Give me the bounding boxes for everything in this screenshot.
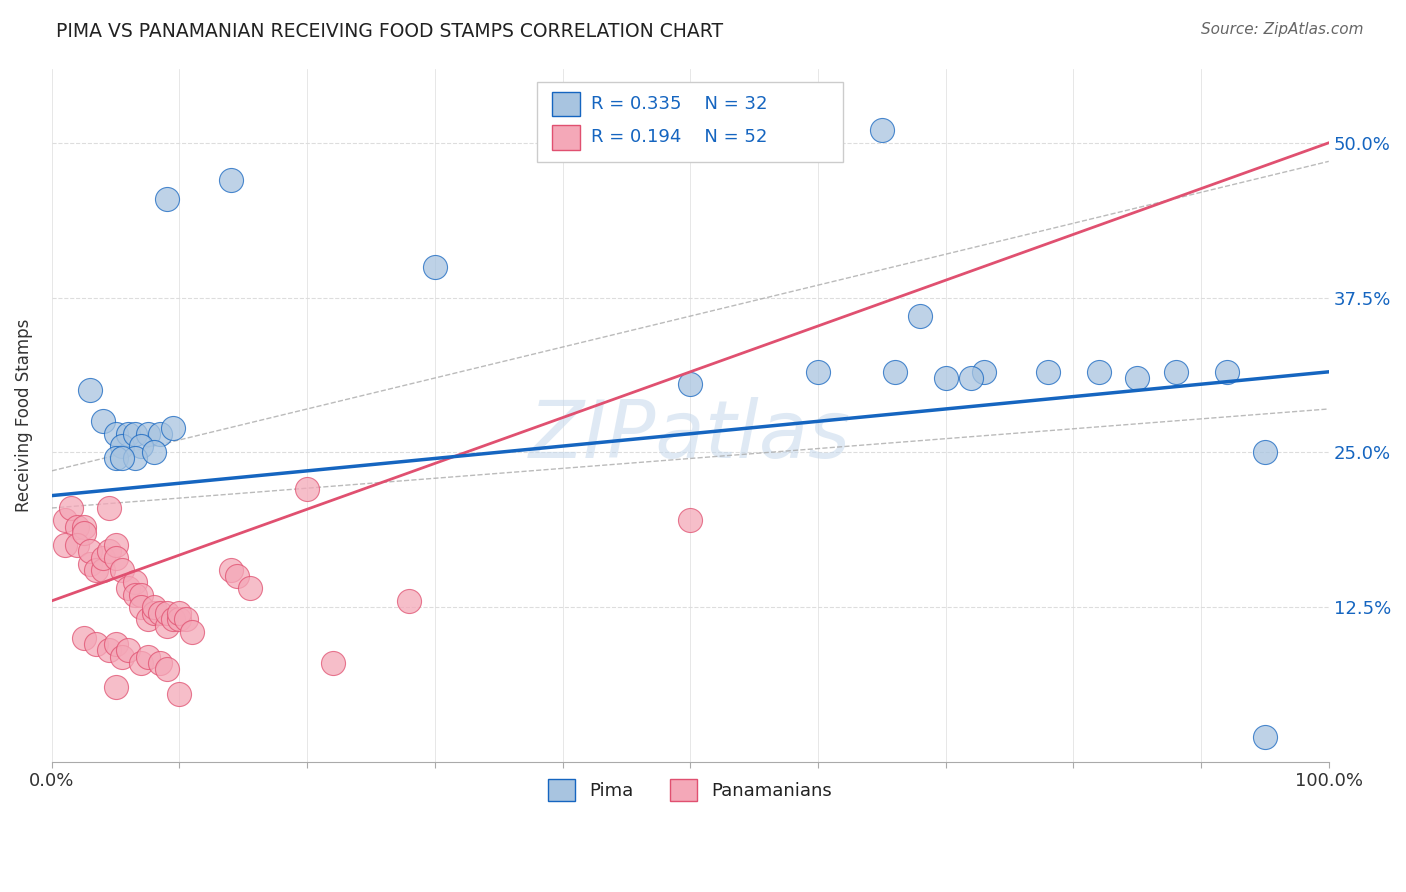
Point — [156, 192, 179, 206]
Point — [219, 173, 242, 187]
FancyBboxPatch shape — [537, 82, 844, 162]
Text: PIMA VS PANAMANIAN RECEIVING FOOD STAMPS CORRELATION CHART: PIMA VS PANAMANIAN RECEIVING FOOD STAMPS… — [56, 22, 723, 41]
Point — [136, 612, 159, 626]
Point — [322, 656, 344, 670]
Point — [169, 606, 191, 620]
Point — [423, 260, 446, 274]
Point — [86, 637, 108, 651]
Point — [104, 550, 127, 565]
Point — [124, 451, 146, 466]
Point — [295, 483, 318, 497]
Point — [111, 451, 134, 466]
Point — [53, 538, 76, 552]
Point — [149, 606, 172, 620]
Point — [149, 656, 172, 670]
Point — [908, 309, 931, 323]
Point — [162, 420, 184, 434]
Point — [1088, 365, 1111, 379]
Legend: Pima, Panamanians: Pima, Panamanians — [534, 764, 846, 815]
Point — [79, 384, 101, 398]
Point — [129, 600, 152, 615]
Point — [117, 426, 139, 441]
Point — [104, 637, 127, 651]
Point — [219, 563, 242, 577]
Point — [169, 612, 191, 626]
Point — [124, 426, 146, 441]
Point — [91, 550, 114, 565]
Point — [79, 544, 101, 558]
Point — [1164, 365, 1187, 379]
Text: R = 0.335    N = 32: R = 0.335 N = 32 — [591, 95, 768, 113]
Point — [883, 365, 905, 379]
Point — [124, 575, 146, 590]
Point — [91, 563, 114, 577]
Point — [149, 426, 172, 441]
Point — [1254, 445, 1277, 459]
Point — [73, 631, 96, 645]
Point — [935, 371, 957, 385]
Point — [59, 500, 82, 515]
Point — [104, 538, 127, 552]
Point — [91, 414, 114, 428]
Point — [111, 563, 134, 577]
Point — [679, 513, 702, 527]
FancyBboxPatch shape — [553, 126, 581, 150]
Point — [111, 439, 134, 453]
Point — [98, 500, 121, 515]
Point — [142, 600, 165, 615]
Point — [129, 656, 152, 670]
Text: Source: ZipAtlas.com: Source: ZipAtlas.com — [1201, 22, 1364, 37]
Point — [136, 426, 159, 441]
Point — [142, 445, 165, 459]
Point — [79, 557, 101, 571]
Point — [124, 588, 146, 602]
Point — [398, 594, 420, 608]
Point — [870, 123, 893, 137]
Point — [169, 687, 191, 701]
Point — [104, 426, 127, 441]
Point — [156, 606, 179, 620]
Point — [53, 513, 76, 527]
FancyBboxPatch shape — [553, 92, 581, 116]
Point — [104, 681, 127, 695]
Point — [239, 582, 262, 596]
Point — [129, 588, 152, 602]
Point — [807, 365, 830, 379]
Point — [98, 544, 121, 558]
Point — [1254, 730, 1277, 744]
Point — [973, 365, 995, 379]
Point — [117, 582, 139, 596]
Point — [98, 643, 121, 657]
Point — [117, 643, 139, 657]
Point — [142, 606, 165, 620]
Point — [960, 371, 983, 385]
Point — [156, 618, 179, 632]
Point — [136, 649, 159, 664]
Point — [129, 439, 152, 453]
Point — [66, 538, 89, 552]
Text: R = 0.194    N = 52: R = 0.194 N = 52 — [591, 128, 768, 146]
Point — [104, 451, 127, 466]
Point — [174, 612, 197, 626]
Point — [156, 662, 179, 676]
Point — [66, 519, 89, 533]
Point — [181, 624, 204, 639]
Y-axis label: Receiving Food Stamps: Receiving Food Stamps — [15, 318, 32, 512]
Text: ZIPatlas: ZIPatlas — [529, 397, 851, 475]
Point — [679, 377, 702, 392]
Point — [226, 569, 249, 583]
Point — [73, 519, 96, 533]
Point — [86, 563, 108, 577]
Point — [162, 612, 184, 626]
Point — [111, 649, 134, 664]
Point — [1215, 365, 1237, 379]
Point — [1126, 371, 1149, 385]
Point — [1036, 365, 1059, 379]
Point — [73, 525, 96, 540]
